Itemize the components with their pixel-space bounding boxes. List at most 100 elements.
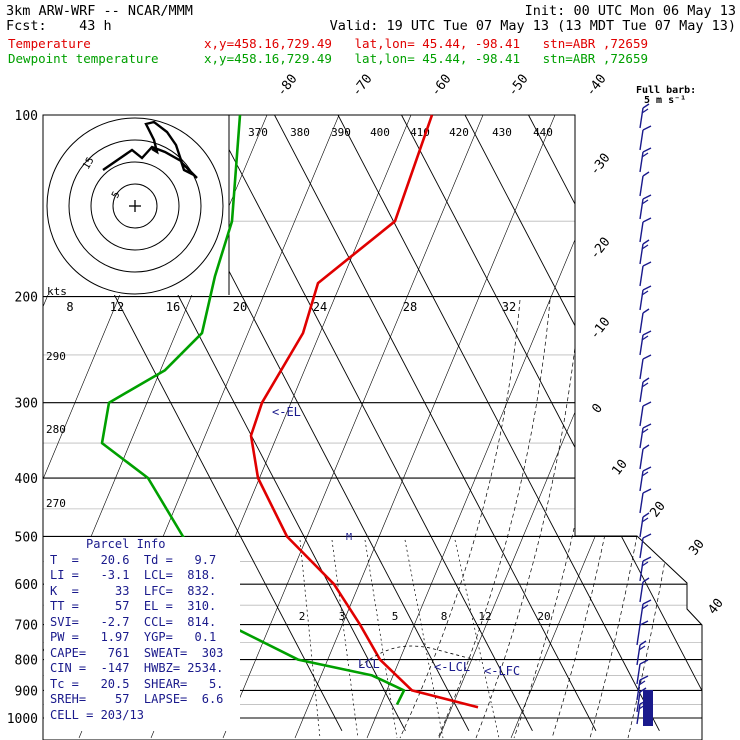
hodo-speed-label: 20 xyxy=(233,300,247,314)
hodograph-ring xyxy=(112,183,158,229)
lcl-annotation: LCL xyxy=(358,657,380,671)
isotherm-line xyxy=(528,115,702,731)
isotherm-line xyxy=(719,115,740,731)
mixing-ratio-line xyxy=(364,539,398,739)
isotherm-label: -20 xyxy=(587,235,613,263)
parcel-info-row: SVI= -2.7 CCL= 814. xyxy=(50,614,217,629)
parcel-path xyxy=(359,645,481,667)
hodograph-ring xyxy=(46,117,224,295)
lfc-annotation: <-LFC xyxy=(484,664,521,678)
theta-label: 290 xyxy=(46,350,66,363)
parcel-info-row: K = 33 LFC= 832. xyxy=(50,583,217,598)
parcel-info-row: LI = -3.1 LCL= 818. xyxy=(50,568,217,582)
mixing-ratio-line xyxy=(331,539,359,739)
pressure-tick-label: 100 xyxy=(15,109,38,124)
mixing-ratio-line xyxy=(299,539,321,739)
parcel-info-row: SREH= 57 LAPSE= 6.6 xyxy=(50,692,224,706)
wind-barb-staff xyxy=(636,703,641,725)
wind-barb-flag xyxy=(641,108,649,114)
wind-barb-flag xyxy=(638,645,646,651)
barb-legend-title: Full barb: xyxy=(636,85,697,96)
temperature-trace xyxy=(249,114,479,709)
wind-barb-staff xyxy=(639,381,644,403)
theta-e-label: 440 xyxy=(533,126,553,139)
dewpoint-trace xyxy=(100,114,406,706)
isotherm-label: -10 xyxy=(587,315,613,343)
wind-barb-flag xyxy=(642,239,650,245)
mixing-ratio-label: 5 xyxy=(392,610,399,623)
isotherm-label: -60 xyxy=(428,72,454,100)
parcel-info-row: CIN = -147 HWBZ= 2534. xyxy=(50,661,224,675)
hodo-speed-label: 8 xyxy=(66,300,73,314)
theta-label: 280 xyxy=(46,423,66,436)
dewpoint-legend-label: Dewpoint temperature xyxy=(8,51,159,66)
wind-barb-staff xyxy=(639,312,644,334)
isotherm-label: 10 xyxy=(609,457,630,479)
wind-barb-staff xyxy=(639,151,644,173)
el-annotation: <-EL xyxy=(272,405,301,419)
wind-barb-flag xyxy=(642,125,652,131)
wind-barb-flag xyxy=(642,171,650,177)
pressure-tick-label: 500 xyxy=(15,530,38,545)
parcel-info-row: TT = 57 EL = 310. xyxy=(50,599,217,613)
hodograph-ring xyxy=(90,161,180,251)
wind-barb-staff xyxy=(639,448,644,470)
hodograph: 5 15 xyxy=(43,115,229,295)
hodo-speed-label: 24 xyxy=(313,300,327,314)
theta-e-label: 390 xyxy=(331,126,351,139)
parcel-info-row: T = 20.6 Td = 9.7 xyxy=(50,552,217,567)
parcel-info-rows: T = 20.6 Td = 9.7 LI = -3.1 LCL= 818. K = … xyxy=(44,553,240,724)
wind-barb-flag xyxy=(638,680,646,686)
dry-adiabat-line xyxy=(510,115,702,739)
wind-barb-staff xyxy=(639,289,644,311)
wind-barb-flag xyxy=(642,147,652,153)
wind-barb-staff xyxy=(639,334,644,356)
wind-barb-flag xyxy=(642,423,652,429)
parcel-info-row: CELL = 203/13 xyxy=(50,707,144,722)
wind-barb-flag xyxy=(642,217,652,223)
pressure-tick-label: 600 xyxy=(15,578,38,593)
parcel-marker-m: M xyxy=(346,532,353,543)
moist-adiabat-line xyxy=(551,299,641,739)
wind-barb-flag xyxy=(639,675,649,681)
parcel-info-row: Tc = 20.5 SHEAR= 5. xyxy=(50,676,224,691)
isotherm-label: -50 xyxy=(505,72,531,100)
wind-barb-flag xyxy=(641,382,649,388)
wind-barb-flag xyxy=(641,561,649,567)
wind-barb-flag xyxy=(642,512,650,518)
wind-barb-flag xyxy=(639,620,649,626)
wind-barb-cluster xyxy=(643,690,653,726)
wind-barb-flag xyxy=(642,103,650,109)
wind-barb-flag xyxy=(642,488,652,494)
pressure-tick-label: 1000 xyxy=(7,712,38,727)
wind-barb-staff xyxy=(636,691,641,713)
valid-time: Valid: 19 UTC Tue 07 May 13 (13 MDT Tue … xyxy=(329,18,736,34)
plot-frame xyxy=(42,114,703,740)
temperature-station-info: x,y=458.16,729.49 lat,lon= 45.44, -98.41… xyxy=(204,36,649,51)
wind-barb-staff xyxy=(639,427,644,449)
wind-barb-flag xyxy=(642,533,652,539)
wind-barb-staff xyxy=(636,679,641,701)
forecast-hour: Fcst: 43 h xyxy=(6,18,112,34)
wind-barb-staff xyxy=(636,663,641,685)
parcel-info-title: Parcel Info xyxy=(86,537,166,551)
wind-barbs xyxy=(636,103,653,726)
isotherm-line xyxy=(274,115,597,731)
wind-barb-flag xyxy=(642,577,650,583)
wind-barb-staff xyxy=(639,107,644,129)
mixing-ratio-line xyxy=(404,539,444,739)
wind-barb-staff xyxy=(636,624,641,646)
dry-adiabat-line xyxy=(222,115,484,739)
wind-barb-flag xyxy=(641,428,649,434)
dry-adiabat-line xyxy=(366,115,628,739)
parcel-info-row: CAPE= 761 SWEAT= 303 xyxy=(50,645,224,660)
isotherm-line xyxy=(655,115,702,731)
wind-barb-flag xyxy=(641,517,649,523)
wind-barb-flag xyxy=(642,444,650,450)
wind-barb-flag xyxy=(641,471,649,477)
theta-label: 270 xyxy=(46,497,66,510)
theta-e-label: 380 xyxy=(290,126,310,139)
wind-barb-flag xyxy=(642,556,652,562)
mixing-ratio-label: 20 xyxy=(537,610,550,623)
hodo-speed-label: 16 xyxy=(166,300,180,314)
